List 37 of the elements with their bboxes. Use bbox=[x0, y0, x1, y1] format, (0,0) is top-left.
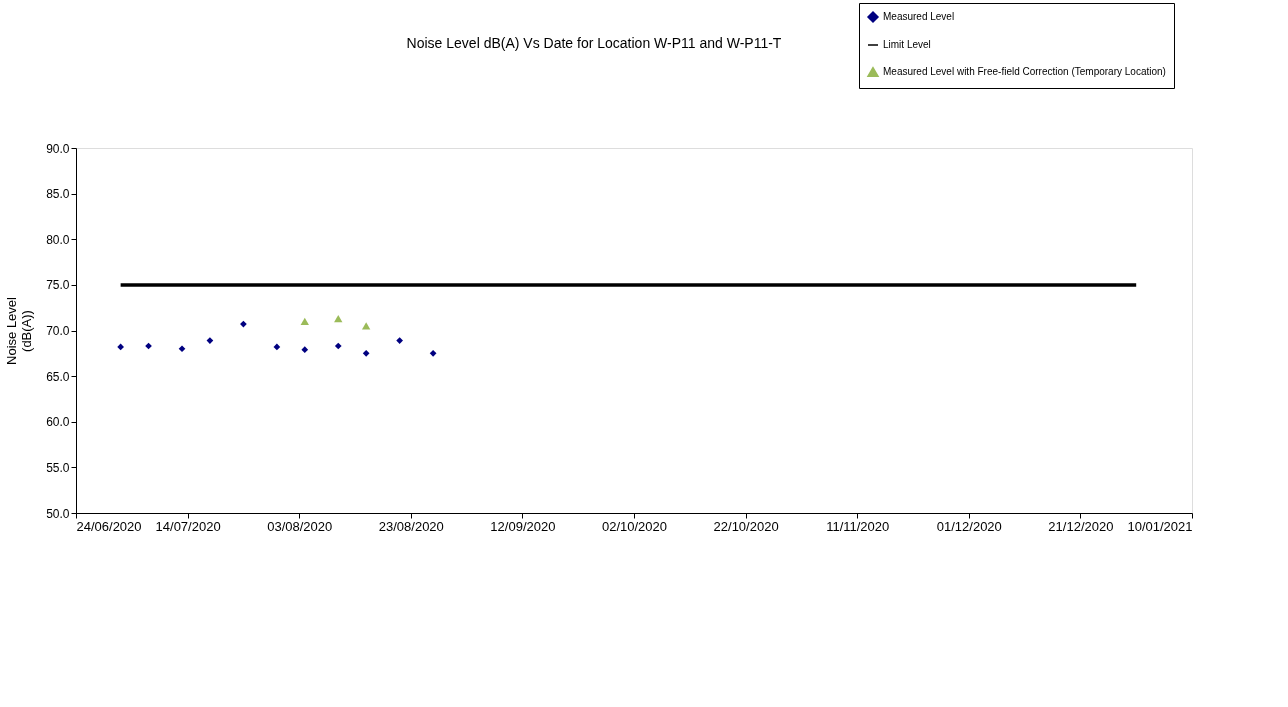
y-tick-label: 90.0 bbox=[46, 141, 70, 156]
x-tick-label: 24/06/2020 bbox=[76, 518, 142, 534]
x-tick-label: 23/08/2020 bbox=[378, 518, 444, 534]
point bbox=[301, 346, 309, 354]
point bbox=[178, 345, 186, 353]
y-tick-label: 60.0 bbox=[46, 415, 70, 430]
point bbox=[117, 343, 124, 351]
x-tick-label: 11/11/2020 bbox=[826, 518, 890, 534]
y-tick-label: 85.0 bbox=[46, 187, 70, 202]
point bbox=[362, 349, 370, 357]
legend-label: Limit Level bbox=[883, 39, 931, 50]
x-tick-label: 12/09/2020 bbox=[490, 518, 556, 534]
x-tick-label: 02/10/2020 bbox=[601, 518, 668, 534]
point bbox=[396, 337, 403, 344]
x-tick-label: 22/10/2020 bbox=[713, 518, 779, 534]
legend-label: Measured Level with Free-field Correction (Temporary Location) bbox=[883, 66, 1166, 77]
x-tick-label: 21/12/2020 bbox=[1048, 518, 1114, 534]
y-tick-label: 70.0 bbox=[46, 324, 70, 338]
y-axis-title: Noise Level (dB(A)) bbox=[4, 296, 35, 365]
y-tick-label: 80.0 bbox=[46, 232, 70, 247]
point bbox=[240, 320, 247, 328]
point bbox=[300, 317, 309, 325]
point bbox=[429, 349, 437, 357]
point bbox=[273, 343, 281, 351]
point bbox=[334, 342, 342, 350]
x-tick-label: 03/08/2020 bbox=[267, 518, 333, 534]
x-tick-label: 14/07/2020 bbox=[155, 518, 221, 534]
x-tick-label: 10/01/2021 bbox=[1127, 518, 1193, 534]
point bbox=[334, 315, 343, 323]
x-tick-label: 01/12/2020 bbox=[936, 518, 1002, 534]
y-tick-label: 50.0 bbox=[46, 506, 70, 521]
y-tick-label: 65.0 bbox=[46, 369, 70, 384]
y-tick-label: 75.0 bbox=[46, 278, 70, 293]
y-tick-label: 55.0 bbox=[46, 460, 70, 475]
legend-label: Measured Level bbox=[883, 11, 955, 22]
chart-title: Noise Level dB(A) Vs Date for Location W-P11 and W-P11-T bbox=[406, 35, 782, 51]
point bbox=[361, 322, 371, 330]
